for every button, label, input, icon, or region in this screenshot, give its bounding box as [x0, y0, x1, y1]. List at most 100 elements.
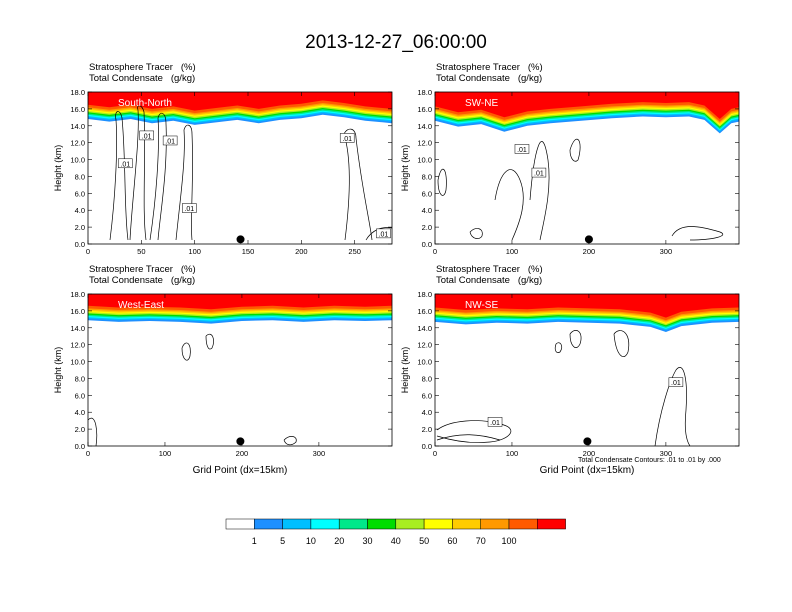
colorbar-swatch: [338, 518, 368, 530]
header-line1: Stratosphere Tracer (%): [89, 62, 196, 73]
contour-label: .01: [120, 161, 130, 168]
colorbar-swatch: [480, 518, 510, 530]
contour-label-box: [514, 144, 530, 154]
y-tick-label: 4.0: [422, 408, 432, 417]
condensate-contour: [181, 342, 191, 361]
y-tick-label: 4.0: [75, 408, 85, 417]
y-tick-label: 12.0: [417, 341, 432, 350]
x-axis-label: Grid Point (dx=15km): [193, 465, 288, 476]
colorbar-label: 100: [501, 536, 516, 546]
y-tick-label: 6.0: [75, 189, 85, 198]
condensate-contour: [436, 420, 512, 443]
header-line2: Total Condensate (g/kg): [436, 275, 543, 286]
y-tick-label: 2.0: [422, 425, 432, 434]
y-tick-label: 2.0: [75, 223, 85, 232]
condensate-contour: [613, 330, 630, 357]
condensate-contour: [469, 228, 483, 239]
header-line1: Stratosphere Tracer (%): [436, 62, 543, 73]
contour-label: .01: [142, 133, 152, 140]
x-axis-label: Grid Point (dx=15km): [540, 465, 635, 476]
colorbar-swatch: [395, 518, 425, 530]
contour-label: .01: [671, 380, 681, 387]
y-tick-label: 10.0: [417, 358, 432, 367]
colorbar-label: 20: [334, 536, 344, 546]
y-tick-label: 0.0: [75, 240, 85, 249]
contour-label: .01: [534, 171, 544, 178]
y-tick-label: 12.0: [70, 139, 85, 148]
y-tick-label: 0.0: [422, 240, 432, 249]
y-tick-label: 14.0: [70, 122, 85, 131]
condensate-contour: [149, 112, 167, 241]
x-tick-label: 100: [188, 247, 201, 256]
y-tick-label: 10.0: [70, 156, 85, 165]
x-tick-label: 0: [86, 247, 90, 256]
colorbar-swatch: [508, 518, 538, 530]
x-tick-label: 150: [242, 247, 255, 256]
colorbar-swatch: [367, 518, 397, 530]
panel-header-south-north: Stratosphere Tracer (%) Total Condensate …: [89, 62, 196, 84]
colorbar-label: 50: [419, 536, 429, 546]
section-label: South-North: [118, 98, 172, 109]
x-tick-label: 0: [86, 449, 90, 458]
tracer-band: [88, 294, 392, 310]
header-line2: Total Condensate (g/kg): [436, 73, 543, 84]
x-tick-label: 300: [313, 449, 326, 458]
contour-label-box: [162, 135, 178, 146]
contour-label: .01: [165, 138, 175, 145]
y-tick-label: 2.0: [75, 425, 85, 434]
x-tick-label: 100: [506, 247, 519, 256]
colorbar-swatch: [423, 518, 453, 530]
contour-label: .01: [342, 136, 352, 143]
section-label: SW-NE: [465, 98, 498, 109]
condensate-contour: [654, 367, 691, 446]
panel-header-nw-se: Stratosphere Tracer (%) Total Condensate …: [436, 264, 543, 286]
panel-header-west-east: Stratosphere Tracer (%) Total Condensate …: [89, 264, 196, 286]
contour-label-box: [487, 417, 503, 427]
y-axis-label: Height (km): [400, 145, 410, 192]
y-tick-label: 8.0: [422, 374, 432, 383]
y-tick-label: 18.0: [70, 88, 85, 97]
condensate-contour: [569, 330, 582, 348]
contour-label-box: [118, 158, 133, 169]
colorbar-swatch: [254, 518, 283, 530]
cross-section-marker: [236, 437, 245, 446]
x-tick-label: 0: [433, 247, 437, 256]
panel-sw-ne: .01 .01 SW-NE 0.0 2.0 4.0 6.0 8.0 10.0 12.0 14.0 16…: [400, 88, 740, 256]
y-axis-label: Height (km): [53, 145, 63, 192]
y-tick-label: 16.0: [417, 105, 432, 114]
y-tick-label: 2.0: [422, 223, 432, 232]
condensate-contour: [494, 169, 524, 241]
y-tick-label: 18.0: [417, 88, 432, 97]
plot-area: West-East: [88, 294, 392, 446]
y-tick-label: 14.0: [417, 122, 432, 131]
x-tick-label: 50: [137, 247, 145, 256]
colorbar-label: 10: [306, 536, 316, 546]
y-tick-label: 8.0: [75, 374, 85, 383]
y-tick-label: 4.0: [75, 206, 85, 215]
condensate-contour: [343, 128, 373, 241]
header-line2: Total Condensate (g/kg): [89, 73, 196, 84]
y-tick-label: 18.0: [70, 290, 85, 299]
y-tick-label: 10.0: [70, 358, 85, 367]
panel-header-sw-ne: Stratosphere Tracer (%) Total Condensate …: [436, 62, 543, 84]
condensate-contour: [554, 342, 562, 353]
y-tick-label: 6.0: [75, 391, 85, 400]
plot-frame: [87, 293, 393, 447]
colorbar-label: 5: [280, 536, 285, 546]
plot-area: .01 .01 NW-SE: [435, 294, 739, 446]
condensate-contour: [437, 168, 447, 196]
plot-area: .01 .01 .01 .01 .01 .01 South-North: [88, 92, 392, 244]
y-tick-label: 4.0: [422, 206, 432, 215]
y-tick-label: 18.0: [417, 290, 432, 299]
plot-frame: [87, 91, 393, 245]
y-tick-label: 12.0: [70, 341, 85, 350]
colorbar-swatch: [282, 518, 312, 530]
colorbar-swatch: [537, 518, 566, 530]
x-tick-label: 100: [159, 449, 172, 458]
cross-section-marker: [583, 437, 592, 446]
x-tick-label: 100: [506, 449, 519, 458]
y-tick-label: 8.0: [422, 172, 432, 181]
x-tick-label: 0: [433, 449, 437, 458]
y-tick-label: 10.0: [417, 156, 432, 165]
contour-label-box: [531, 167, 547, 178]
